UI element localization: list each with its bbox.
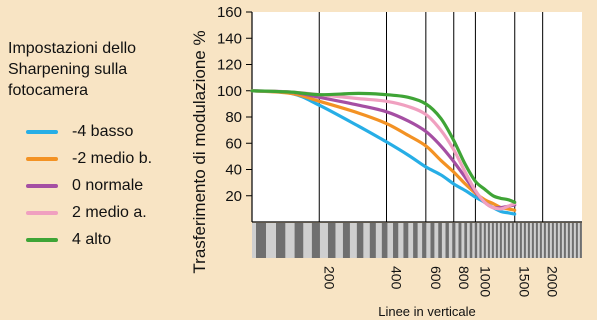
target-bar xyxy=(527,223,530,258)
target-bar xyxy=(551,223,554,258)
series-lines xyxy=(250,89,517,216)
series-line-4-alto xyxy=(250,89,517,204)
legend-swatch xyxy=(26,156,58,161)
target-bar xyxy=(523,223,526,258)
target-bar xyxy=(474,223,478,258)
target-bar xyxy=(579,223,582,258)
target-bar xyxy=(519,223,522,258)
target-bar xyxy=(369,223,376,258)
y-tick-label: 80 xyxy=(225,109,242,126)
x-tick-label: 800 xyxy=(456,266,472,290)
target-bar xyxy=(464,223,468,258)
legend-item: -2 medio b. xyxy=(26,145,152,172)
x-tick-label: 1500 xyxy=(517,266,533,297)
target-bar xyxy=(555,223,558,258)
target-bar xyxy=(256,223,266,258)
legend-item: 2 medio a. xyxy=(26,199,152,226)
x-tick-label: 200 xyxy=(321,266,337,290)
legend-label: 2 medio a. xyxy=(72,203,147,221)
target-bar xyxy=(499,223,502,258)
legend-label: -4 basso xyxy=(72,122,134,140)
series-line-2-medio-a- xyxy=(250,89,517,211)
x-tick-label: 2000 xyxy=(545,266,561,297)
target-bar xyxy=(543,223,546,258)
target-bar xyxy=(487,223,490,258)
target-bar xyxy=(491,223,494,258)
x-tick-label: 400 xyxy=(389,266,405,290)
target-bar xyxy=(575,223,578,258)
target-bar xyxy=(571,223,574,258)
target-bar xyxy=(381,223,388,258)
legend-swatch xyxy=(26,210,58,215)
target-bar xyxy=(422,223,427,258)
x-axis-label: Linee in verticale xyxy=(378,304,476,319)
target-bar xyxy=(503,223,506,258)
target-bar xyxy=(356,223,364,258)
y-axis-ticks: 20 40 60 80 100 120 140 160 xyxy=(217,4,252,205)
y-axis-label: Trasferimento di modulazione % xyxy=(190,30,209,273)
y-tick-label: 140 xyxy=(217,30,242,47)
target-bar xyxy=(445,223,449,258)
target-bar xyxy=(495,223,498,258)
resolution-target-strip xyxy=(252,223,582,258)
x-tick-label: 600 xyxy=(428,266,444,290)
legend-label: 4 alto xyxy=(72,230,112,248)
y-tick-label: 100 xyxy=(217,83,242,100)
target-bar xyxy=(483,223,486,258)
target-bar xyxy=(276,223,286,258)
target-bar xyxy=(327,223,336,258)
target-bar xyxy=(515,223,518,258)
series-line--2-medio-b- xyxy=(250,89,517,212)
target-bar xyxy=(342,223,350,258)
target-bar xyxy=(438,223,442,258)
legend-item: 0 normale xyxy=(26,172,152,199)
y-tick-label: 40 xyxy=(225,162,242,179)
legend-swatch xyxy=(26,237,58,242)
target-bar xyxy=(413,223,418,258)
y-tick-label: 120 xyxy=(217,57,242,74)
legend-label: -2 medio b. xyxy=(72,149,153,167)
target-bar xyxy=(403,223,409,258)
plot-area xyxy=(252,12,582,222)
target-bar xyxy=(511,223,514,258)
target-bar xyxy=(547,223,550,258)
target-bar xyxy=(531,223,534,258)
x-axis-ticks: 200 400 600 800 1000 1500 2000 xyxy=(321,266,560,297)
target-bar xyxy=(452,223,456,258)
target-bar xyxy=(469,223,473,258)
legend-swatch xyxy=(26,183,58,188)
target-bar xyxy=(507,223,510,258)
legend-title: Impostazioni dello Sharpening sulla foto… xyxy=(8,40,137,99)
target-bar xyxy=(539,223,542,258)
target-bar xyxy=(479,223,482,258)
target-bar xyxy=(458,223,462,258)
x-tick-label: 1000 xyxy=(477,266,493,297)
grid-lines xyxy=(251,12,582,223)
target-bar xyxy=(559,223,562,258)
y-tick-label: 20 xyxy=(225,188,242,205)
target-bar xyxy=(294,223,304,258)
legend-label: 0 normale xyxy=(72,176,144,194)
target-bar xyxy=(567,223,570,258)
target-bar xyxy=(393,223,399,258)
legend-item: 4 alto xyxy=(26,226,152,253)
legend: -4 basso -2 medio b. 0 normale 2 medio a. 4 … xyxy=(26,118,152,253)
legend-swatch xyxy=(26,129,58,134)
y-tick-label: 60 xyxy=(225,135,242,152)
target-bar xyxy=(535,223,538,258)
legend-item: -4 basso xyxy=(26,118,152,145)
target-bar xyxy=(563,223,566,258)
target-bar xyxy=(311,223,320,258)
target-bar xyxy=(430,223,435,258)
y-tick-label: 160 xyxy=(217,4,242,21)
